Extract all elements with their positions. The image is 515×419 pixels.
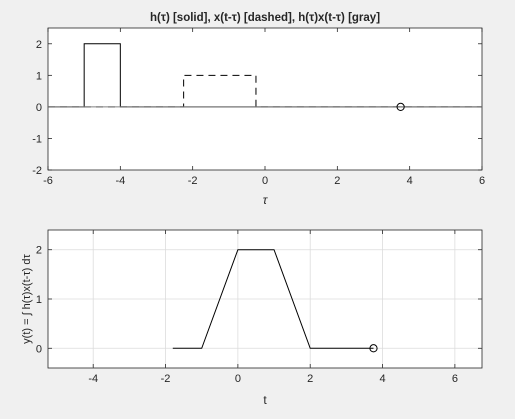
bottom-x-tick-label: 2 <box>307 373 313 385</box>
bottom-axes-y-label: y(t) = ∫ h(τ)x(t-τ) dτ <box>21 254 33 344</box>
bottom-x-tick-label: -2 <box>161 373 171 385</box>
bottom-axes-x-label: t <box>263 393 267 407</box>
bottom-x-tick-label: 4 <box>379 373 385 385</box>
bottom-t-marker <box>369 344 378 353</box>
bottom-y-tick-label: 1 <box>36 294 42 306</box>
top-x-tick-label: 0 <box>262 175 268 187</box>
bottom-y-tick-label: 2 <box>36 245 42 257</box>
top-y-tick-label: 2 <box>36 39 42 51</box>
bottom-x-tick-label: -4 <box>88 373 98 385</box>
bottom-y-tick-label: 0 <box>36 343 42 355</box>
top-y-tick-label: -1 <box>32 133 42 145</box>
top-t-marker <box>396 102 405 111</box>
top-y-tick-label: -2 <box>32 165 42 177</box>
top-y-tick-label: 1 <box>36 70 42 82</box>
bottom-axes[interactable]: -4 -2 0 2 4 6 0 1 2 t y(t) = ∫ h(τ)x(t-τ) dτ <box>21 229 483 407</box>
top-x-tick-label: -2 <box>188 175 198 187</box>
top-x-tick-label: 4 <box>407 175 413 187</box>
bottom-series-line-solid <box>172 249 374 349</box>
top-y-tick-label: 0 <box>36 102 42 114</box>
top-axes-title: h(τ) [solid], x(t-τ) [dashed], h(τ)x(t-τ… <box>150 12 380 24</box>
bottom-x-tick-label: 6 <box>452 373 458 385</box>
top-axes-x-label: τ <box>263 193 269 207</box>
top-x-tick-label: -4 <box>115 175 125 187</box>
top-axes-background <box>47 27 483 171</box>
top-axes[interactable]: -6 -4 -2 0 2 4 6 -2 -1 0 1 2 h(τ) [solid], x(t-τ) [… <box>32 12 485 207</box>
bottom-x-tick-label: 0 <box>235 373 241 385</box>
top-x-tick-label: 6 <box>479 175 485 187</box>
top-x-tick-label: 2 <box>334 175 340 187</box>
top-x-tick-label: -6 <box>43 175 53 187</box>
